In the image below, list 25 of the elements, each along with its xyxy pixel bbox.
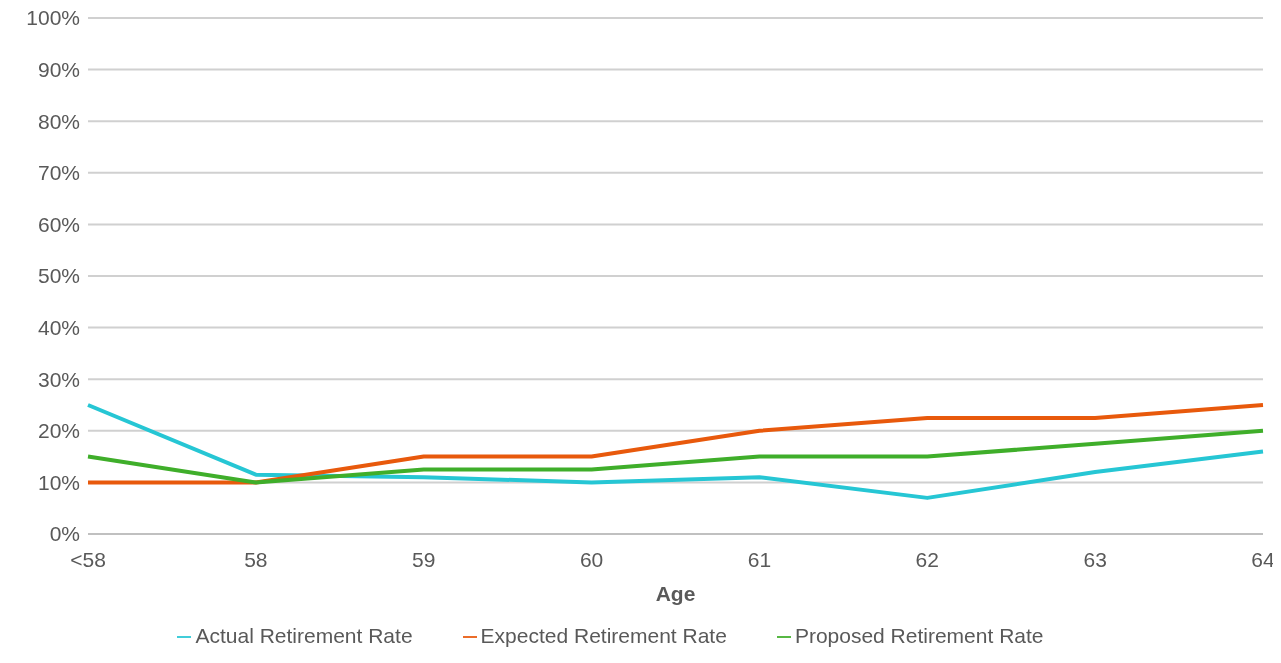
y-tick-label: 100% [26, 6, 80, 30]
y-tick-label: 50% [37, 264, 80, 288]
y-tick-label: 10% [37, 470, 80, 494]
line-series [86, 403, 1265, 485]
y-tick-label: 40% [37, 316, 80, 340]
line-series [86, 403, 1265, 500]
legend-label: Actual Retirement Rate [195, 624, 413, 647]
x-tick-label: 59 [412, 547, 436, 571]
line-series [86, 428, 1265, 485]
x-tick-label: 58 [244, 547, 268, 571]
y-tick-label: 90% [37, 58, 80, 82]
x-tick-label: <58 [70, 547, 106, 571]
y-tick-label: 20% [37, 419, 80, 443]
x-tick-label: 61 [747, 547, 772, 571]
x-tick-label: 62 [915, 547, 939, 571]
y-tick-label: 70% [37, 161, 80, 185]
y-tick-label: 80% [37, 109, 80, 133]
legend-label: Proposed Retirement Rate [794, 624, 1044, 647]
y-tick-label: 30% [37, 367, 80, 391]
x-tick-label: 60 [579, 547, 604, 571]
legend-label: Expected Retirement Rate [480, 624, 727, 647]
x-tick-label: 63 [1083, 547, 1107, 571]
x-axis-title: Age [655, 581, 696, 605]
y-tick-label: 60% [37, 212, 80, 236]
y-tick-label: 0% [49, 522, 80, 546]
